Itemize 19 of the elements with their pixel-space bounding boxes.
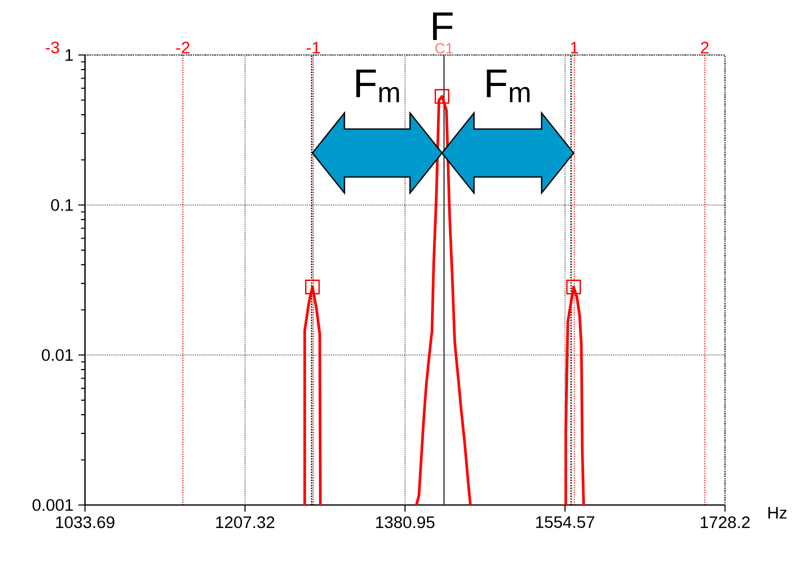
x2-tick-label: 2	[700, 42, 709, 54]
x2-tick-label: 1	[570, 42, 578, 54]
annotation: F$_{m}$	[356, 70, 399, 102]
y-tick-label: 0.1	[51, 199, 73, 211]
x-tick-label: 1033.69	[56, 516, 114, 528]
x2-tick-label: -2	[176, 42, 190, 54]
y-tick-label: 1	[66, 49, 73, 61]
text: F	[433, 12, 453, 40]
x-tick-label: 1207.32	[216, 516, 274, 528]
x-tick-label: 1380.95	[376, 516, 434, 528]
x-tick-label: 1554.57	[536, 516, 594, 528]
ref-line-label: C1	[435, 43, 453, 54]
x2-tick-label: -1	[306, 42, 320, 54]
x-tick-label: 1728.2	[700, 516, 750, 528]
y-tick-label: 0.001	[32, 499, 73, 511]
y-tick-label: 0.01	[42, 349, 73, 361]
x2-tick-label: -3	[46, 42, 60, 54]
x-axis-title: Hz	[768, 507, 787, 519]
annotation: F$_{m}$	[486, 70, 530, 102]
